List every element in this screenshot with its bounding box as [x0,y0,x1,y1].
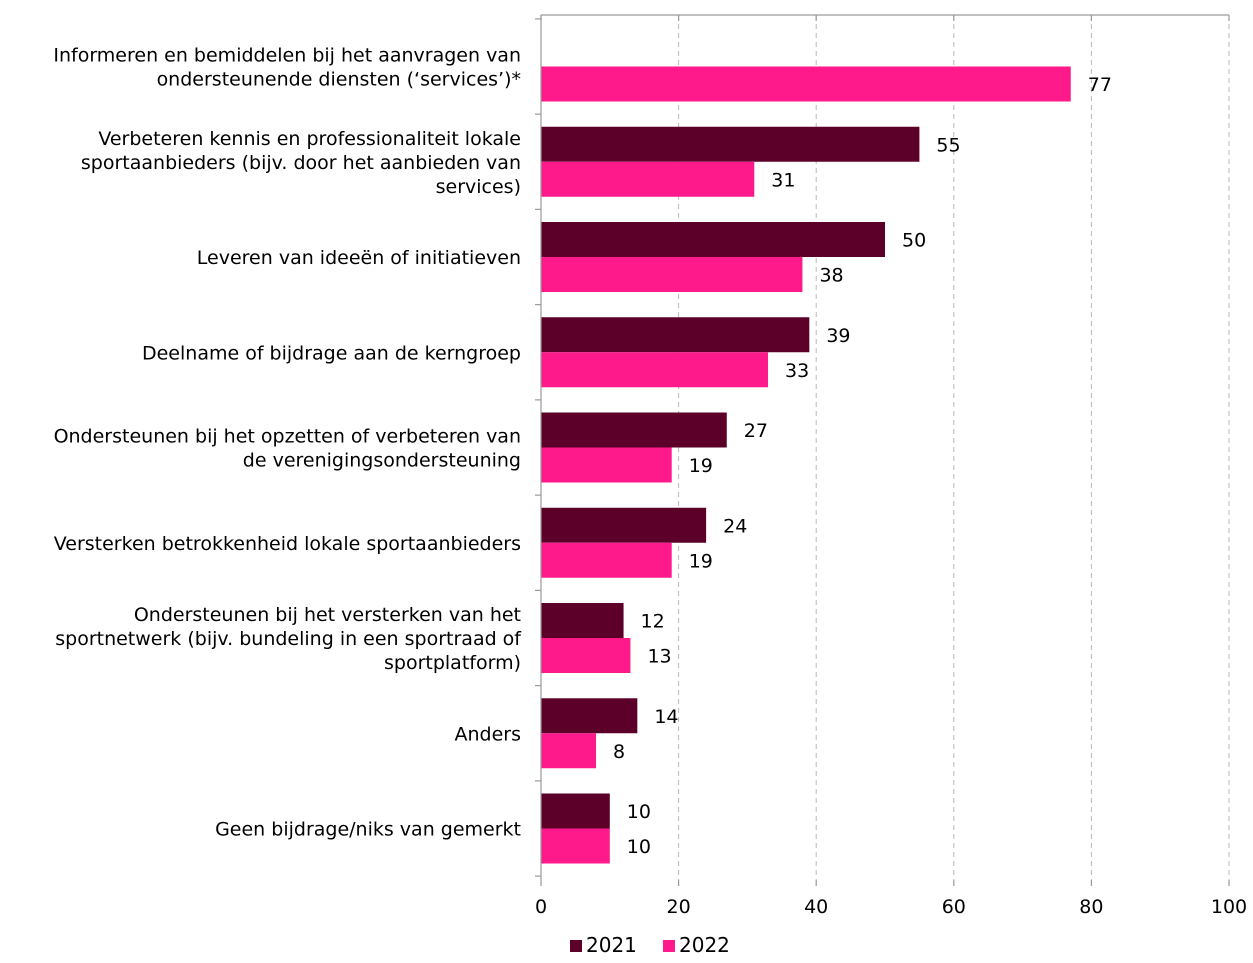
x-tick-label: 0 [535,896,547,918]
bar-2022-1 [541,161,755,197]
category-label: Geen bijdrage/niks van gemerkt [215,819,521,841]
category-label: Informeren en bemiddelen bij het aanvrag… [53,45,521,91]
axes: 0 20 40 60 80 100 [535,14,1247,918]
bar-2021-6 [541,603,624,638]
bar-2022-6 [541,638,631,673]
data-label-2022: 31 [771,169,795,191]
bar-2022-2 [541,257,803,292]
x-tick-label: 80 [1079,896,1103,918]
bars [541,66,1071,864]
bar-2022-7 [541,733,597,769]
data-label-2022: 19 [689,550,713,572]
x-tick-label: 20 [667,896,691,918]
bar-2021-8 [541,793,610,829]
category-labels: 77 Informeren en bemiddelen bij het aanvr… [53,45,1112,859]
category-label: Anders [455,723,522,745]
bar-2022-4 [541,447,672,483]
data-label-2022: 19 [689,455,713,477]
data-label-2021: 12 [641,611,665,633]
legend-swatch-2021 [570,940,582,952]
legend-label-2022: 2022 [679,933,730,957]
x-tick-label: 40 [804,896,828,918]
legend-label-2021: 2021 [586,933,637,957]
bar-2022-3 [541,352,769,388]
bar-2022-5 [541,542,672,578]
bar-2021-7 [541,698,638,734]
category-label: Leveren van ideeën of initiatieven [197,247,521,269]
data-label-2021: 24 [723,515,747,537]
bar-2021-2 [541,222,885,257]
data-label-2021: 14 [654,706,678,728]
bar-2022-8 [541,828,610,864]
data-label-2021: 27 [744,420,768,442]
bar-2021-3 [541,317,810,353]
legend: 2021 2022 [570,933,730,957]
bar-2021-1 [541,126,920,162]
data-label-2022: 13 [647,646,671,668]
category-label: Versterken betrokkenheid lokale sportaan… [54,533,521,555]
data-label-2021: 55 [936,134,960,156]
category-label: Verbeteren kennis en professionaliteit l… [81,128,521,198]
category-label: Ondersteunen bij het versterken van het s… [55,604,522,674]
data-label-2022: 8 [613,741,625,763]
data-label-2022: 33 [785,360,809,382]
data-label-2022: 38 [819,265,843,287]
data-label-2022: 77 [1088,74,1112,96]
category-label: Ondersteunen bij het opzetten of verbete… [54,426,521,472]
bar-2022-0 [541,66,1071,102]
data-label-2022: 10 [627,836,651,858]
x-tick-label: 60 [942,896,966,918]
bar-2021-5 [541,507,707,543]
data-label-2021: 50 [902,230,926,252]
legend-swatch-2022 [663,940,675,952]
category-label: Deelname of bijdrage aan de kerngroep [142,342,521,364]
data-label-2021: 39 [826,325,850,347]
bar-2021-4 [541,412,727,448]
data-label-2021: 10 [627,801,651,823]
x-tick-label: 100 [1211,896,1247,918]
